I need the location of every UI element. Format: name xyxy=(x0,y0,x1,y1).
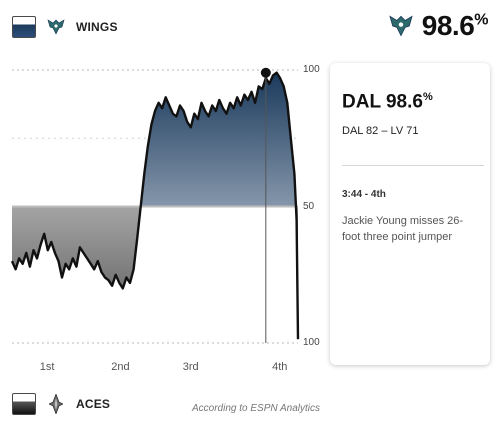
wings-logo-icon xyxy=(388,13,414,39)
card-play-description: Jackie Young misses 26-foot three point … xyxy=(342,215,464,243)
x-tick-label-q2: 2nd xyxy=(111,361,130,373)
win-probability-line xyxy=(10,71,300,340)
card-game-clock: 3:44 - 4th xyxy=(342,189,386,201)
card-win-probability: DAL 98.6% xyxy=(342,91,433,113)
x-tick-label-q4: 4th xyxy=(272,361,288,373)
aces-advantage-area xyxy=(12,206,298,340)
current-play-marker-dot xyxy=(260,67,271,78)
y-tick-label-top: 100 xyxy=(303,64,320,75)
card-divider xyxy=(342,165,484,167)
x-tick-label-q3: 3rd xyxy=(182,361,199,373)
source-attribution: According to ESPN Analytics xyxy=(192,403,321,414)
win-probability-header: 98.6% xyxy=(388,10,488,42)
wings-advantage-area xyxy=(12,72,298,207)
play-detail-card: DAL 98.6% DAL 82 – LV 71 3:44 - 4th Jack… xyxy=(330,63,490,365)
away-team-header: ACES xyxy=(12,393,110,415)
home-team-name: WINGS xyxy=(76,20,118,34)
win-probability-value: 98.6% xyxy=(421,10,489,41)
y-tick-label-mid: 50 xyxy=(303,200,315,212)
home-team-header: WINGS xyxy=(12,16,118,38)
chart-svg xyxy=(10,67,300,344)
away-team-color-swatch xyxy=(12,393,36,415)
win-probability-chart xyxy=(0,55,330,385)
aces-logo-icon xyxy=(46,394,66,414)
wings-logo-icon xyxy=(46,17,66,37)
y-tick-label-bottom: 100 xyxy=(303,337,320,348)
card-score-line: DAL 82 – LV 71 xyxy=(342,125,419,138)
x-tick-label-q1: 1st xyxy=(39,361,55,373)
away-team-name: ACES xyxy=(76,397,111,411)
home-team-color-swatch xyxy=(12,16,36,38)
